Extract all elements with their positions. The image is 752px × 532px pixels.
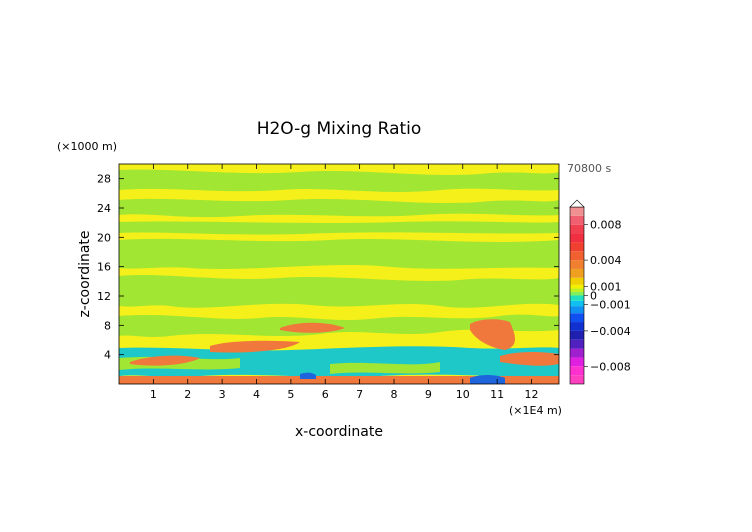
colorbar-strip [570,306,584,314]
blue-regions [300,372,505,384]
colorbar-strip [570,242,584,252]
colorbar-tick-label: 0.001 [590,281,622,294]
colorbar-tick-label: −0.008 [590,360,631,373]
colorbar-tick-label: −0.001 [590,298,631,311]
colorbar-strip [570,284,584,289]
plot-area [119,164,559,384]
x-ticks: 1 2 3 4 5 6 7 8 9 10 11 12 [150,164,539,401]
y-ticks: 4 8 12 16 20 24 28 [97,173,559,362]
colorbar-strip [570,251,584,261]
x-tick-label: 1 [150,388,157,401]
colorbar-strip [570,224,584,234]
colorbar-strip [570,375,584,384]
colorbar-strip [570,268,584,278]
x-tick-label: 2 [184,388,191,401]
colorbar-strip [570,288,584,292]
y-tick-label: 28 [97,173,111,186]
y-tick-label: 8 [104,319,111,332]
y-axis-label: z-coordinate [77,230,93,317]
y-tick-label: 20 [97,231,111,244]
x-tick-label: 9 [425,388,432,401]
chart-title: H2O-g Mixing Ratio [257,119,422,139]
colorbar-strip [570,207,584,216]
orange-regions [119,319,559,384]
colorbar-strip [570,339,584,349]
x-tick-label: 10 [456,388,470,401]
colorbar-strip [570,348,584,358]
colorbar-strip [570,357,584,367]
y-tick-label: 12 [97,290,111,303]
colorbar-strip [570,233,584,243]
colorbar-strip [570,322,584,331]
x-tick-label: 12 [525,388,539,401]
green-regions [119,169,559,337]
colorbar-strip [570,295,584,301]
cyan-regions [119,346,559,378]
time-label: 70800 s [567,162,611,175]
colorbar-strip [570,366,584,376]
x-tick-label: 6 [322,388,329,401]
colorbar-strip [570,260,584,269]
colorbar-strip [570,300,584,307]
colorbar-strip [570,330,584,340]
x-unit-label: (×1E4 m) [509,404,562,417]
x-tick-label: 3 [219,388,226,401]
colorbar-strip [570,291,584,296]
x-tick-label: 5 [287,388,294,401]
colorbar-tick-label: 0.004 [590,254,622,267]
colorbar-strips [570,207,584,384]
plot-frame [118,163,560,385]
colorbar-tick-label: 0 [590,290,597,303]
x-tick-label: 11 [490,388,504,401]
colorbar-top-arrow [569,199,585,208]
colorbar-tick-label: 0.008 [590,219,622,232]
colorbar-strip [570,313,584,323]
x-tick-label: 8 [391,388,398,401]
x-tick-label: 4 [253,388,260,401]
x-tick-label: 7 [356,388,363,401]
colorbar-tick-label: −0.004 [590,325,631,338]
y-unit-label: (×1000 m) [57,140,117,153]
x-axis-label: x-coordinate [295,424,383,440]
y-tick-label: 24 [97,202,111,215]
colorbar-strip [570,215,584,225]
y-tick-label: 16 [97,261,111,274]
colorbar-strip [570,277,584,285]
y-tick-label: 4 [104,349,111,362]
